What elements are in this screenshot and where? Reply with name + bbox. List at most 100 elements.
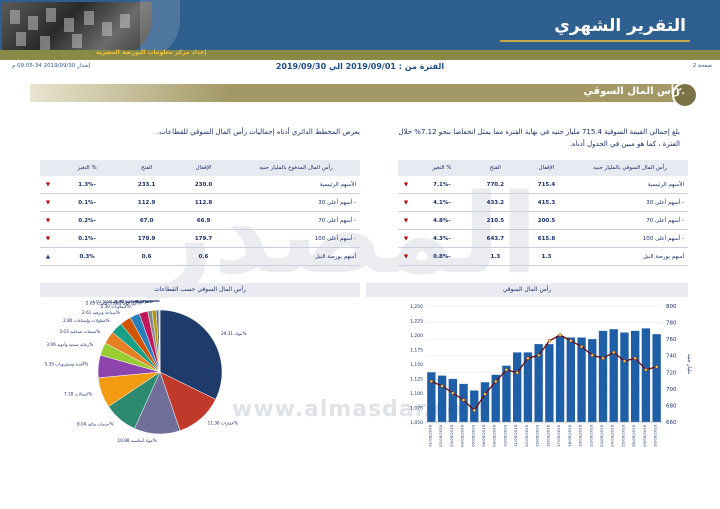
- bar: [459, 383, 468, 422]
- bar: [545, 344, 554, 422]
- open-value: 233.1: [118, 176, 176, 194]
- close-value: 1.3: [520, 247, 572, 266]
- down-arrow-icon: ▼: [398, 229, 414, 248]
- table-row: - أسهم أعلى 100 615.8 643.7 -4.3% ▼: [398, 229, 688, 248]
- bar: [620, 332, 629, 422]
- line-point: [440, 384, 444, 388]
- pie-label: بنوك 29.31%: [221, 331, 246, 336]
- x-tick-label: 10/09/2019: [502, 424, 507, 446]
- section-number: ٢.: [676, 87, 685, 97]
- line-point: [526, 356, 530, 360]
- y-tick-label-right: 700: [666, 387, 677, 393]
- y-tick-label-left: 1,175: [410, 348, 423, 354]
- x-tick-label: 02/09/2019: [438, 424, 443, 446]
- bar: [480, 382, 490, 422]
- line-point: [558, 333, 562, 337]
- paid-capital-table: رأس المال المدفوع بالمليار جنيه الإقفال …: [40, 160, 360, 266]
- report-period: الفترة من : 2019/09/01 الي 2019/09/30: [275, 62, 445, 71]
- table-row: أسهم بورصة النيل 1.3 1.3 -0.8% ▼: [398, 247, 688, 266]
- pie-label: اتصالات 7.18%: [64, 392, 92, 397]
- bar: [502, 365, 511, 422]
- down-arrow-icon: ▼: [398, 247, 414, 266]
- x-tick-label: 22/09/2019: [588, 424, 593, 446]
- pie-label: تجارة 0.19%: [135, 300, 159, 303]
- bar: [630, 330, 640, 422]
- row-name: أسهم بورصة النيل: [232, 247, 360, 266]
- open-value: 770.2: [469, 176, 521, 194]
- col-header: [40, 160, 56, 176]
- change-value: -0.8%: [414, 247, 470, 266]
- line-point: [612, 350, 616, 355]
- bar: [491, 374, 500, 422]
- close-value: 179.7: [175, 229, 232, 248]
- table-row: - أسهم أعلى 30 415.3 433.2 -4.1% ▼: [398, 193, 688, 212]
- bar: [566, 337, 576, 422]
- x-tick-label: 30/09/2019: [653, 424, 658, 446]
- bar: [427, 372, 436, 422]
- x-tick-label: 25/09/2019: [620, 424, 625, 446]
- x-tick-label: 03/09/2019: [449, 424, 454, 446]
- bar: [555, 335, 565, 422]
- table-row: الأسهم الرئيسية 715.4 770.2 -7.1% ▼: [398, 176, 688, 194]
- section-bar-fade: [30, 84, 230, 102]
- line-point: [622, 359, 627, 363]
- bar: [609, 329, 618, 422]
- bar: [448, 378, 458, 422]
- pie-label: عقارات 11.36%: [208, 421, 238, 426]
- x-tick-label: 18/09/2019: [567, 424, 572, 446]
- up-arrow-icon: ▲: [40, 247, 56, 266]
- pie-label: خدمات مالية 8.04%: [77, 422, 114, 427]
- bar: [598, 330, 608, 422]
- change-value: -7.1%: [414, 176, 470, 194]
- bar: [588, 339, 597, 422]
- bar-chart-title: رأس المال السوقي: [366, 283, 688, 297]
- close-value: 715.4: [520, 176, 572, 194]
- open-value: 112.9: [118, 193, 176, 212]
- table-row: أسهم بورصة النيل 0.6 0.6 0.3% ▲: [40, 247, 360, 266]
- down-arrow-icon: ▼: [398, 193, 414, 212]
- line-point: [654, 365, 659, 369]
- col-header: رأس المال المدفوع بالمليار جنيه: [232, 160, 360, 176]
- x-tick-label: 05/09/2019: [470, 424, 475, 446]
- row-name: - أسهم أعلى 100: [572, 229, 688, 248]
- header-photo: [2, 2, 152, 58]
- line-point: [461, 398, 466, 402]
- y-tick-label-left: 1,250: [410, 304, 423, 310]
- col-header: % التغير: [56, 160, 119, 176]
- section-title: رأس المال السوقي: [583, 86, 680, 97]
- down-arrow-icon: ▼: [40, 193, 56, 212]
- table-row: الأسهم الرئيسية 230.0 233.1 -1.3% ▼: [40, 176, 360, 194]
- close-value: 200.5: [520, 211, 572, 230]
- open-value: 1.3: [469, 247, 521, 266]
- y-tick-label-right: 800: [666, 304, 677, 310]
- row-name: - أسهم أعلى 70: [232, 211, 360, 230]
- line-point: [569, 339, 573, 343]
- open-value: 0.6: [118, 247, 176, 266]
- table-row: - أسهم أعلى 70 66.9 67.0 -0.2% ▼: [40, 211, 360, 230]
- line-point: [515, 370, 519, 375]
- close-value: 66.9: [175, 211, 232, 230]
- col-header: [398, 160, 414, 176]
- close-value: 415.3: [520, 193, 572, 212]
- y-tick-label-left: 1,200: [410, 333, 423, 339]
- x-tick-label: 01/09/2019: [427, 424, 432, 446]
- x-tick-label: 09/09/2019: [492, 424, 497, 446]
- prepared-by: إعداد مركز معلومات البورصة المصرية: [96, 49, 207, 56]
- y-tick-label-right: 780: [666, 321, 677, 327]
- x-tick-label: 17/09/2019: [556, 424, 561, 446]
- x-tick-label: 19/09/2019: [578, 424, 583, 446]
- col-header: الإقفال: [520, 160, 572, 176]
- market-cap-chart: 660 680 700 720 740 760 780 800 1,050 1,075 1,100 1…: [410, 304, 692, 447]
- market-cap-table: رأس المال السوقي بالمليار جنيه الإقفال ا…: [398, 160, 688, 266]
- issue-date: إصدار 2019/09/30 09:05:34 م: [12, 63, 91, 69]
- table-row: - أسهم أعلى 70 200.5 210.5 -4.8% ▼: [398, 211, 688, 230]
- change-value: -4.8%: [414, 211, 470, 230]
- line-point: [494, 379, 498, 384]
- y-tick-label-left: 1,100: [410, 391, 423, 397]
- line-point: [644, 368, 648, 372]
- x-tick-label: 08/09/2019: [481, 424, 486, 446]
- series-line: [431, 334, 657, 412]
- down-arrow-icon: ▼: [398, 176, 414, 194]
- change-value: -1.3%: [56, 176, 119, 194]
- pie-label: خدمات ومنتجات أخرى 0.62%: [103, 300, 157, 303]
